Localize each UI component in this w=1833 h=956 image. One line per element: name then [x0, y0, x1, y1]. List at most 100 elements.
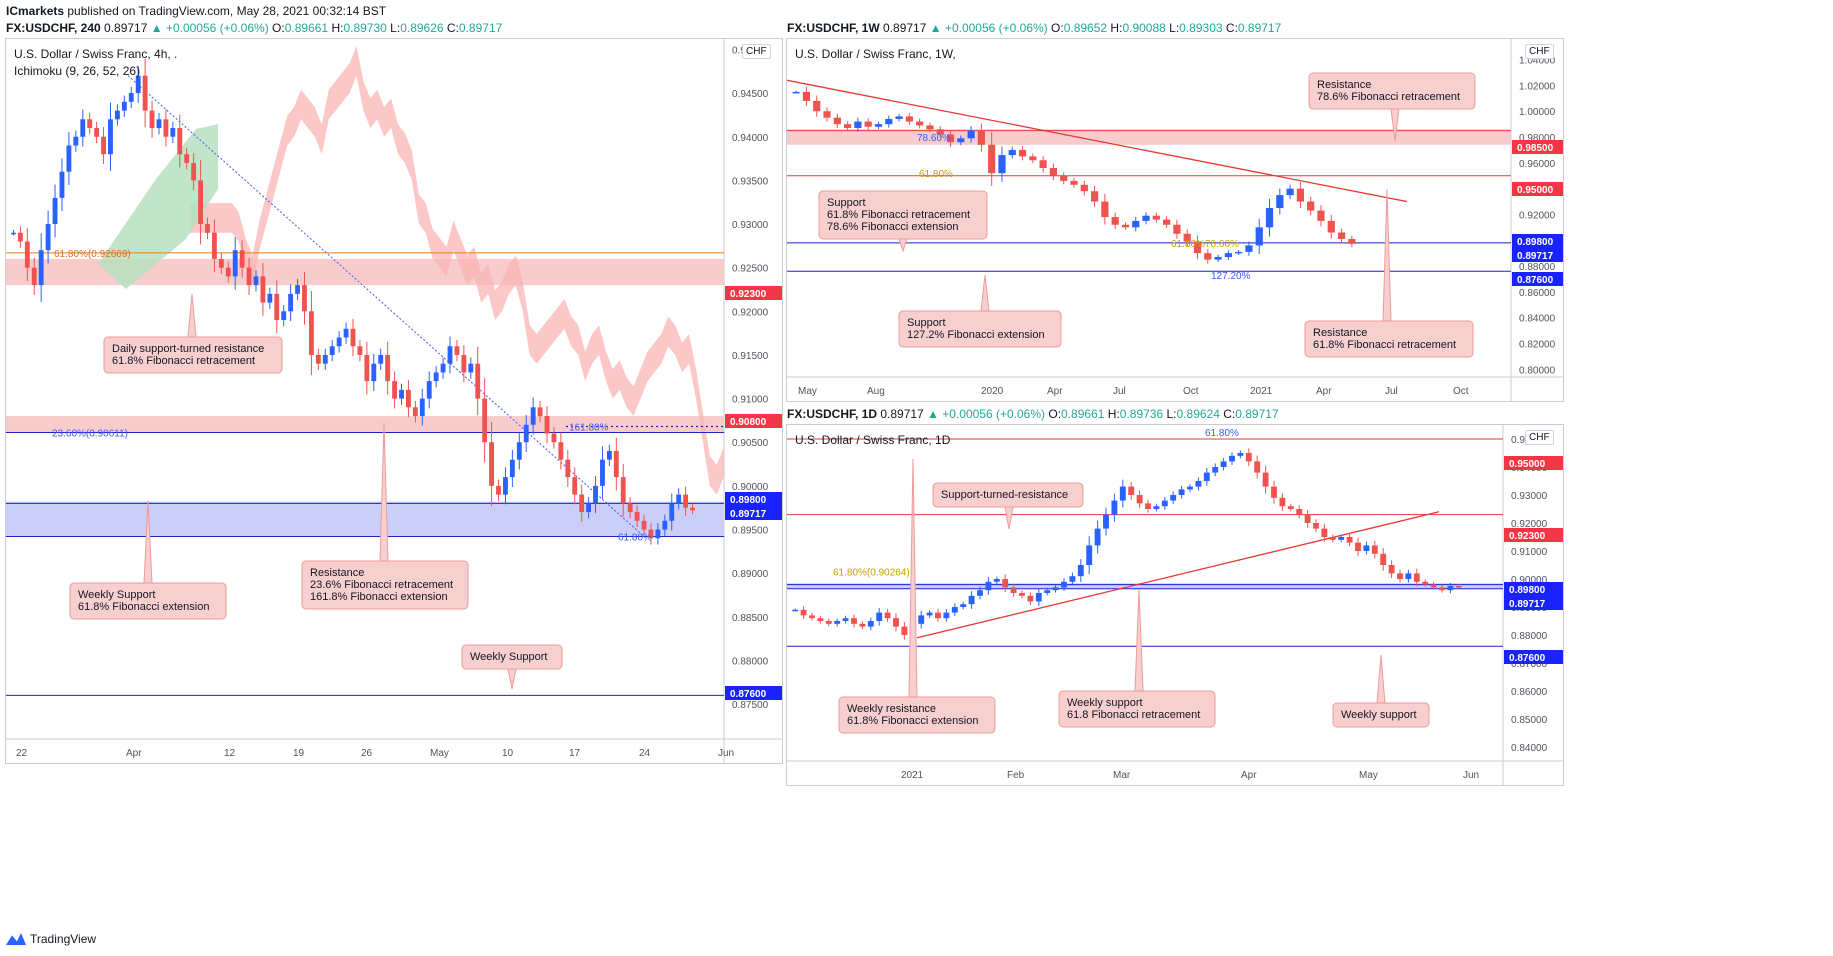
candle — [1035, 593, 1042, 602]
candle — [385, 354, 391, 382]
info-last: 0.89717 — [100, 21, 151, 35]
info-l-val: 0.89303 — [1179, 21, 1223, 35]
price-label: 0.89800 — [730, 495, 767, 506]
currency-badge[interactable]: CHF — [742, 44, 771, 59]
candle — [968, 595, 975, 605]
callout-pointer — [980, 274, 990, 312]
fib-label: 61.80%(0.92669) — [54, 249, 131, 260]
info-o-val: 0.89661 — [1061, 407, 1105, 421]
currency-badge[interactable]: CHF — [1525, 44, 1554, 59]
info-l-key: L: — [386, 21, 401, 35]
candle — [1193, 241, 1202, 254]
candle — [1279, 497, 1286, 507]
candle — [1090, 191, 1099, 202]
candle — [1237, 453, 1244, 456]
candle — [1052, 587, 1059, 591]
candle — [343, 328, 349, 338]
candle — [842, 618, 849, 621]
candle — [792, 91, 800, 94]
fib-label: 61.80%(0.90264) — [833, 568, 910, 579]
candle — [960, 604, 967, 607]
candle — [1027, 595, 1034, 602]
candle — [951, 607, 958, 613]
candle — [998, 155, 1006, 174]
candle — [114, 110, 120, 120]
y-tick-label: 0.93500 — [732, 176, 769, 187]
info-c-val: 0.89717 — [1235, 407, 1279, 421]
x-tick-label: 2020 — [981, 386, 1004, 397]
candle — [1447, 586, 1454, 591]
candle — [516, 442, 522, 460]
candle — [1101, 201, 1109, 218]
price-label-box — [1504, 528, 1563, 542]
d1-info: FX:USDCHF, 1D 0.89717 ▲ +0.00056 (+0.06%… — [787, 407, 1279, 421]
candle — [364, 354, 370, 382]
candle — [683, 494, 689, 508]
candle — [108, 119, 113, 155]
candle — [371, 363, 377, 382]
info-c-key: C: — [1222, 21, 1238, 35]
price-label-box — [1504, 582, 1563, 596]
chart-panel-1w[interactable]: 1.040001.020001.000000.980000.960000.940… — [786, 38, 1564, 402]
candle — [1086, 545, 1093, 565]
candle — [128, 93, 134, 102]
candle — [809, 615, 815, 619]
candle — [537, 407, 543, 417]
candle — [156, 119, 162, 129]
price-label-box — [725, 414, 782, 428]
tradingview-footer[interactable]: TradingView — [6, 932, 96, 946]
x-tick-label: Jun — [718, 748, 734, 759]
info-symbol: FX:USDCHF, 1W — [787, 21, 880, 35]
info-change: ▲ +0.00056 (+0.06%) — [927, 407, 1046, 421]
candle — [901, 626, 908, 635]
candle — [357, 346, 363, 355]
chart-panel-4h[interactable]: 0.950000.945000.940000.935000.930000.925… — [5, 38, 783, 764]
candle — [690, 507, 695, 511]
price-label-box — [1512, 248, 1563, 262]
candle — [918, 615, 925, 624]
publisher-name[interactable]: ICmarkets — [6, 4, 65, 18]
candle — [11, 232, 16, 235]
candle — [87, 119, 93, 129]
callout-pointer — [507, 668, 517, 690]
candle — [523, 424, 529, 443]
callout-text: Weekly Support — [470, 651, 547, 663]
candle — [593, 485, 598, 504]
candle — [211, 232, 217, 259]
candle — [121, 101, 127, 111]
chart-canvas-1w[interactable]: 1.040001.020001.000000.980000.960000.940… — [787, 39, 1564, 402]
candle — [94, 128, 100, 137]
candle — [988, 144, 996, 174]
candle — [1070, 180, 1078, 185]
support-zone — [6, 501, 724, 537]
candle — [1119, 486, 1126, 501]
candle — [1262, 472, 1269, 487]
chart-canvas-1d[interactable]: 0.950000.940000.930000.920000.910000.900… — [787, 425, 1564, 786]
callout-text: Weekly Support — [78, 589, 155, 601]
candle — [142, 75, 148, 111]
chart-title: U.S. Dollar / Swiss Franc, 4h, . — [14, 47, 178, 61]
candle — [1397, 573, 1403, 579]
callout-text: Support — [907, 317, 946, 329]
candle — [662, 520, 668, 530]
indicator-label[interactable]: Ichimoku (9, 26, 52, 26) — [14, 64, 141, 78]
candle — [843, 124, 852, 129]
x-tick-label: 2021 — [901, 770, 924, 781]
candle — [586, 503, 592, 513]
candle — [1245, 453, 1252, 462]
candle — [1307, 201, 1315, 211]
candle — [1142, 215, 1150, 221]
callout-pointer — [908, 458, 918, 698]
chart-canvas-4h[interactable]: 0.950000.945000.940000.935000.930000.925… — [6, 39, 783, 764]
chart-panel-1d[interactable]: 0.950000.940000.930000.920000.910000.900… — [786, 424, 1564, 786]
candle — [1317, 210, 1325, 221]
candle — [874, 124, 883, 127]
callout-text: Support-turned-resistance — [941, 489, 1068, 501]
candle — [246, 267, 252, 286]
price-label-box — [725, 286, 782, 300]
candle — [1220, 461, 1227, 467]
callout-text: Daily support-turned resistance — [112, 343, 264, 355]
candle — [620, 477, 626, 504]
currency-badge[interactable]: CHF — [1525, 430, 1554, 445]
candle — [1002, 579, 1009, 588]
